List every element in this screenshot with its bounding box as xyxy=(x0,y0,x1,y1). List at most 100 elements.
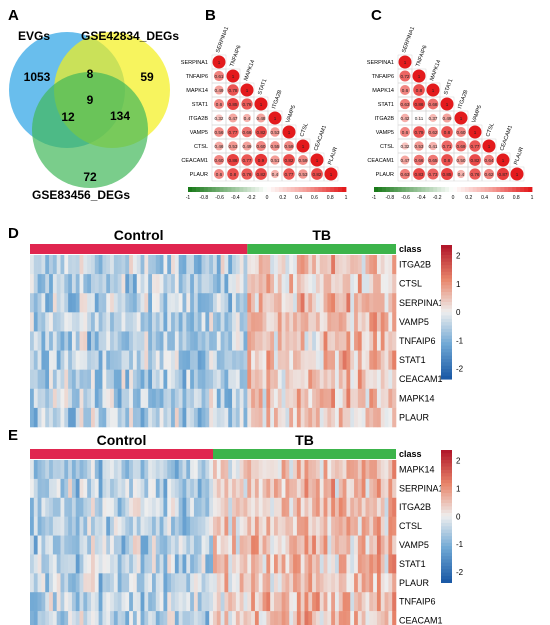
heatmap-cell xyxy=(274,460,279,480)
heatmap-cell xyxy=(323,331,328,351)
colorbar-tick: 0.2 xyxy=(465,195,472,201)
legend-segment xyxy=(441,348,452,353)
corr-circle xyxy=(427,154,439,166)
class-bar-control xyxy=(30,244,248,254)
heatmap-cell xyxy=(293,535,298,555)
legend-segment xyxy=(441,489,452,494)
heatmap-cell xyxy=(392,573,397,593)
heatmap-cell xyxy=(289,255,294,275)
heatmap-cell xyxy=(197,350,202,370)
heatmap-cell xyxy=(281,312,286,332)
heatmap-cell xyxy=(121,312,126,332)
heatmap-cell xyxy=(174,497,179,517)
heatmap-cell xyxy=(300,554,305,574)
col-label: ITGA2B xyxy=(271,89,283,110)
heatmap-cell xyxy=(71,255,77,275)
heatmap-cell xyxy=(235,255,240,275)
heatmap-cell xyxy=(60,331,65,351)
heatmap-cell xyxy=(296,516,301,536)
legend-segment xyxy=(441,556,452,560)
heatmap-cell xyxy=(193,407,199,428)
heatmap-cell xyxy=(71,274,77,294)
heatmap-cell xyxy=(319,516,324,536)
corr-circle xyxy=(213,70,225,82)
heatmap-cell xyxy=(270,331,275,351)
heatmap-cell xyxy=(247,478,252,499)
heatmap-cell xyxy=(258,573,263,593)
heatmap-cell xyxy=(384,573,389,593)
heatmap-cell xyxy=(285,554,290,574)
heatmap-cell xyxy=(235,497,240,517)
heatmap-cell xyxy=(68,312,73,332)
heatmap-cell xyxy=(182,478,187,499)
heatmap-cell xyxy=(289,331,294,351)
heatmap-cell xyxy=(369,274,374,294)
heatmap-cell xyxy=(224,312,229,332)
heatmap-cell xyxy=(178,460,183,480)
corr-value: 0.77 xyxy=(229,130,238,135)
heatmap-cell xyxy=(132,274,138,294)
heatmap-cell xyxy=(373,592,378,612)
heatmap-cell xyxy=(209,497,214,517)
legend-segment xyxy=(441,476,452,481)
corr-circle xyxy=(214,141,224,151)
heatmap-cell xyxy=(304,554,309,574)
heatmap-cell xyxy=(243,478,248,499)
heatmap-cell xyxy=(270,312,275,332)
heatmap-cell xyxy=(266,516,271,536)
heatmap-cell xyxy=(350,331,355,351)
heatmap-cell xyxy=(335,554,340,574)
venn-count-only2: 59 xyxy=(140,70,154,84)
corr-value: 0.78 xyxy=(229,88,238,93)
heatmap-cell xyxy=(102,331,107,351)
colorbar-segment xyxy=(294,187,299,192)
heatmap-cell xyxy=(174,255,179,275)
heatmap-cell xyxy=(60,478,65,499)
heatmap-cell xyxy=(71,369,77,390)
row-label: VAMP5 xyxy=(376,130,394,136)
heatmap-cell xyxy=(376,255,382,275)
heatmap-cell xyxy=(380,460,385,480)
heatmap-cell xyxy=(293,388,298,409)
heatmap-cell xyxy=(201,535,206,555)
heatmap-cell xyxy=(285,255,290,275)
colorbar-segment xyxy=(409,187,414,192)
heatmap-cell xyxy=(373,407,378,428)
heatmap-cell xyxy=(350,255,355,275)
colorbar-segment xyxy=(243,187,248,192)
heatmap-cell xyxy=(106,312,111,332)
heatmap-cell xyxy=(186,369,191,390)
heatmap-cell xyxy=(315,407,321,428)
heatmap-cell xyxy=(159,535,164,555)
heatmap-cell xyxy=(30,293,35,313)
heatmap-cell xyxy=(37,255,42,275)
heatmap-cell xyxy=(289,535,294,555)
corr-circle xyxy=(440,97,454,111)
colorbar-segment xyxy=(389,187,395,192)
corr-circle xyxy=(428,141,438,151)
heatmap-cell xyxy=(350,611,355,625)
corr-circle xyxy=(442,113,452,123)
heatmap-cell xyxy=(155,535,160,555)
heatmap-cell xyxy=(220,255,225,275)
heatmap-cell xyxy=(75,535,80,555)
legend-segment xyxy=(441,486,452,491)
heatmap-cell xyxy=(178,388,183,409)
heatmap-cell xyxy=(37,611,42,625)
heatmap-cell xyxy=(148,274,153,294)
heatmap-cell xyxy=(281,497,286,517)
heatmap-cell xyxy=(106,497,111,517)
venn-set3-label: GSE83456_DEGs xyxy=(32,188,130,202)
heatmap-cell xyxy=(335,460,340,480)
heatmap-cell xyxy=(129,611,134,625)
heatmap-cell xyxy=(254,478,260,499)
heatmap-cell xyxy=(357,516,362,536)
heatmap-cell xyxy=(251,312,256,332)
heatmap-cell xyxy=(174,535,179,555)
heatmap-cell xyxy=(193,516,199,536)
heatmap-cell xyxy=(117,611,122,625)
heatmap-cell xyxy=(171,293,176,313)
heatmap-cell xyxy=(52,407,57,428)
corr-value: 0.82 xyxy=(257,130,266,135)
heatmap-cell xyxy=(369,369,374,390)
